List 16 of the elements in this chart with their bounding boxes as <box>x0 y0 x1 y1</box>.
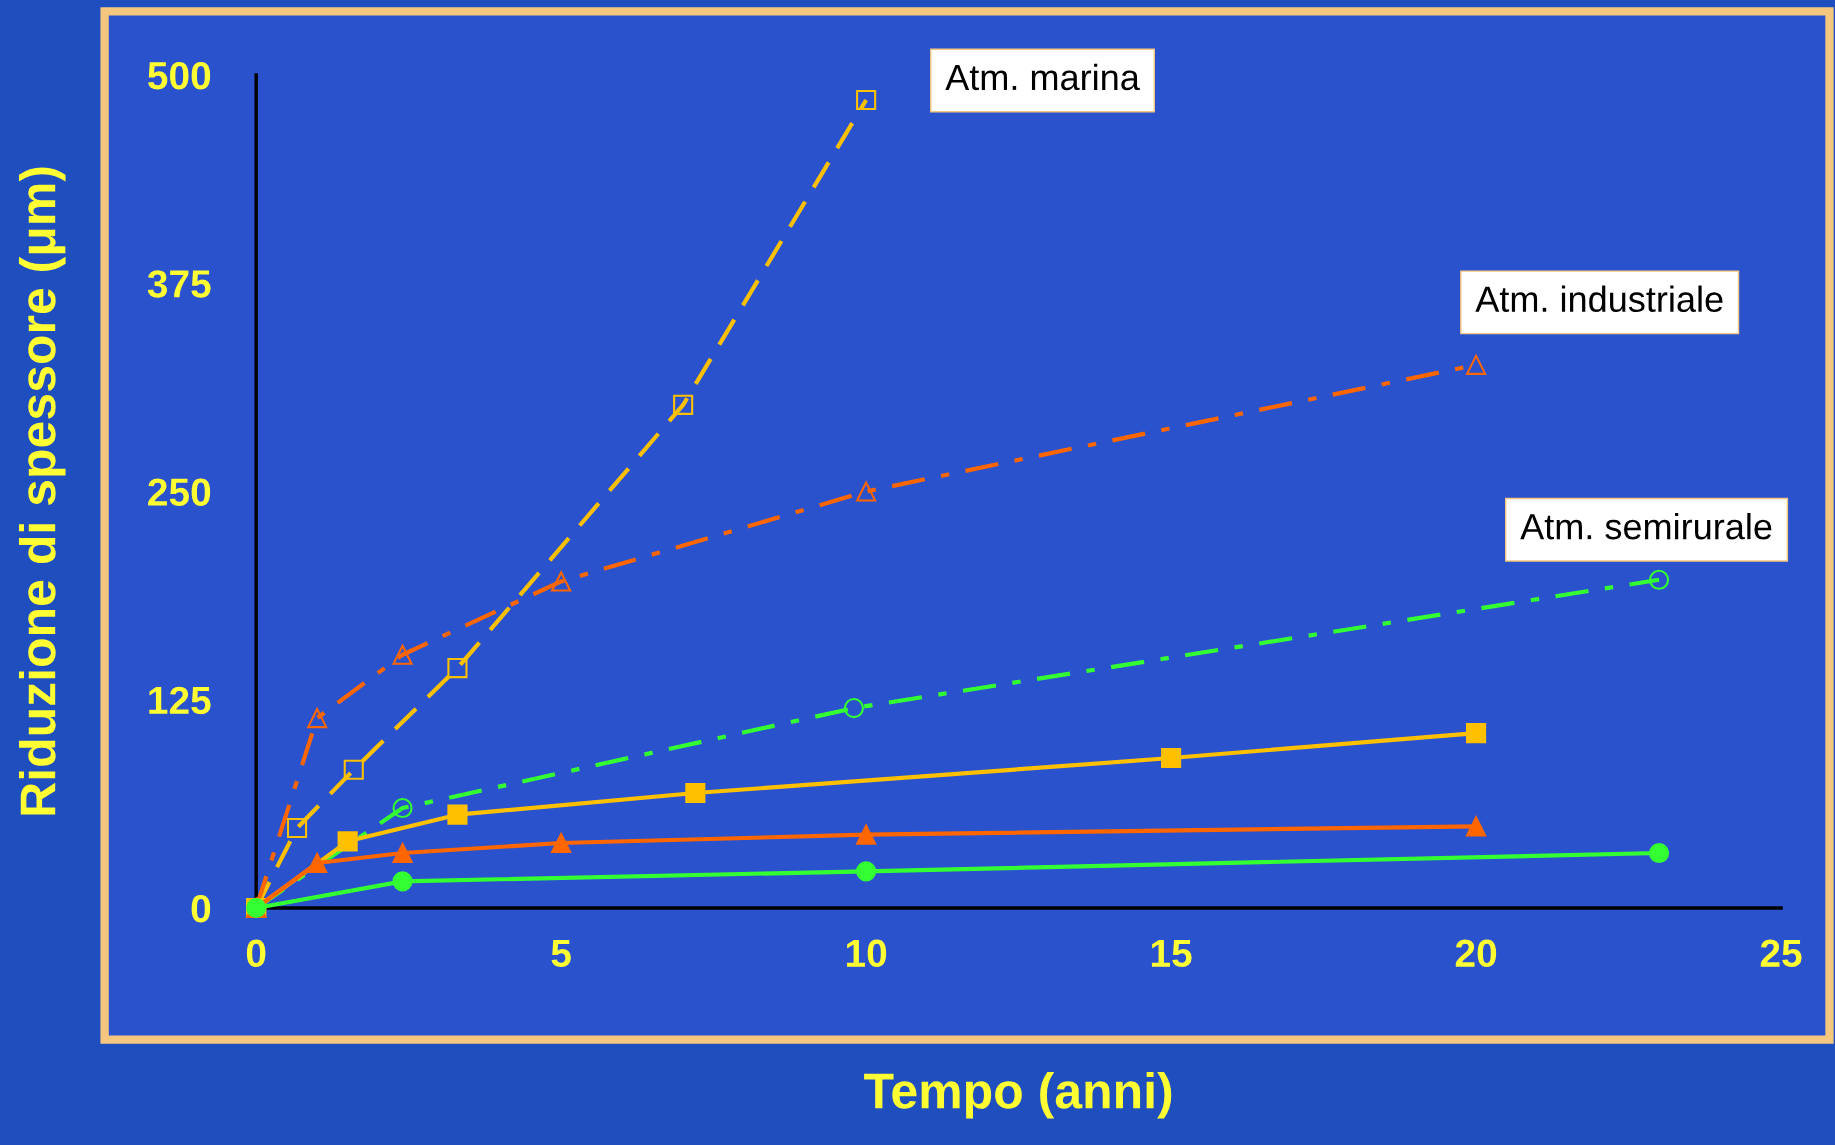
x-tick-label: 20 <box>1455 939 1497 968</box>
x-axis-title: Tempo (anni) <box>864 1072 1172 1119</box>
y-tick-label: 250 <box>148 478 211 506</box>
y-tick-label: 125 <box>149 686 211 715</box>
y-tick-label: 0 <box>191 894 211 923</box>
y-axis-title: Riduzione di spessore (μm) <box>18 167 66 815</box>
y-tick-label: 375 <box>147 270 211 298</box>
x-tick-label: 0 <box>246 939 266 968</box>
y-tick-label: 500 <box>148 61 211 90</box>
x-tick-label: 25 <box>1760 939 1802 968</box>
series-label: Atm. semirurale <box>1520 512 1772 540</box>
series-label: Atm. marina <box>945 63 1140 91</box>
series-label: Atm. industriale <box>1475 285 1723 313</box>
x-tick-label: 15 <box>1151 939 1192 968</box>
x-tick-label: 10 <box>846 939 887 968</box>
x-tick-label: 5 <box>551 939 571 968</box>
